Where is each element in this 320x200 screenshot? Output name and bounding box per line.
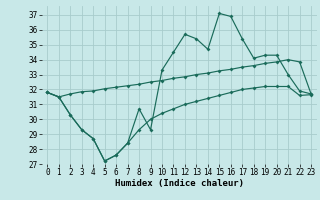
- X-axis label: Humidex (Indice chaleur): Humidex (Indice chaleur): [115, 179, 244, 188]
